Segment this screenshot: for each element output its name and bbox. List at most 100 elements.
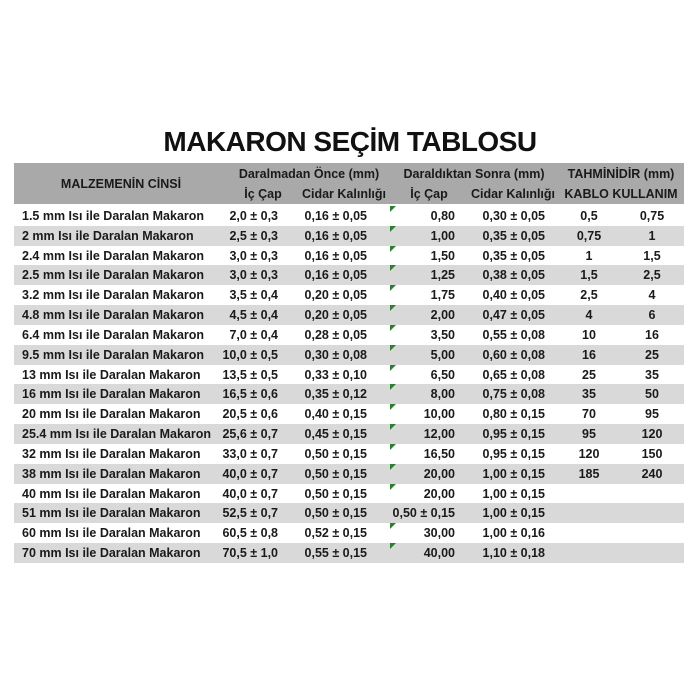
cell-ic-cap-after: 40,00 <box>390 543 468 563</box>
cell-kablo: 120 <box>578 446 600 461</box>
cell-kablo: 25 <box>582 367 596 382</box>
cell-cidar-before: 0,50 ± 0,15 <box>304 486 367 501</box>
cell-cidar-before: 0,40 ± 0,15 <box>304 407 367 422</box>
green-triangle-icon <box>390 225 396 232</box>
cell-kullanim: 50 <box>645 387 659 402</box>
cell-ic-cap-before: 40,0 ± 0,7 <box>222 466 278 481</box>
green-triangle-icon <box>390 245 396 252</box>
cell-cidar-after: 0,55 ± 0,08 <box>482 327 545 342</box>
cell-material: 13 mm Isı ile Daralan Makaron <box>22 367 201 382</box>
cell-kablo: 1 <box>585 248 593 263</box>
cell-cidar-after: 1,00 ± 0,15 <box>482 486 545 501</box>
cell-material: 16 mm Isı ile Daralan Makaron <box>22 387 201 402</box>
cell-cidar-before: 0,16 ± 0,05 <box>304 228 367 243</box>
header-ic-cap-before: İç Çap <box>244 187 282 201</box>
cell-cidar-before: 0,55 ± 0,15 <box>304 545 367 560</box>
cell-ic-cap-after: 1,25 <box>390 265 468 285</box>
cell-kablo: 0,75 <box>576 228 602 243</box>
cell-cidar-before: 0,16 ± 0,05 <box>304 268 367 283</box>
green-triangle-icon <box>390 523 396 530</box>
green-triangle-icon <box>390 324 396 331</box>
table-row: 16 mm Isı ile Daralan Makaron 16,5 ± 0,6… <box>14 384 684 405</box>
cell-ic-cap-before: 2,0 ± 0,3 <box>229 208 278 223</box>
cell-material: 9.5 mm Isı ile Daralan Makaron <box>22 347 205 362</box>
green-triangle-icon <box>390 305 396 312</box>
cell-material: 3.2 mm Isı ile Daralan Makaron <box>22 288 205 303</box>
header-group-after: Daraldıktan Sonra (mm) <box>403 166 545 181</box>
cell-cidar-after: 0,35 ± 0,05 <box>482 248 545 263</box>
cell-ic-cap-after: 30,00 <box>390 523 468 543</box>
header-material: MALZEMENİN CİNSİ <box>60 176 182 191</box>
green-triangle-icon <box>390 443 396 450</box>
cell-ic-cap-after: 12,00 <box>390 424 468 444</box>
cell-ic-cap-after: 3,50 <box>390 324 468 345</box>
cell-kullanim: 25 <box>645 347 659 362</box>
cell-cidar-after: 0,40 ± 0,05 <box>482 288 545 303</box>
cell-ic-cap-before: 2,5 ± 0,3 <box>229 228 278 243</box>
table-row: 60 mm Isı ile Daralan Makaron 60,5 ± 0,8… <box>14 523 684 543</box>
cell-cidar-before: 0,20 ± 0,05 <box>304 288 367 303</box>
header-kablo-kullanim: KABLO KULLANIM <box>564 187 678 201</box>
cell-kullanim: 35 <box>645 367 659 382</box>
cell-kullanim: 120 <box>641 427 663 442</box>
cell-kablo: 185 <box>578 466 600 481</box>
cell-ic-cap-after: 1,00 <box>390 225 468 246</box>
cell-ic-cap-after: 2,00 <box>390 305 468 325</box>
table-header: MALZEMENİN CİNSİ Daralmadan Önce (mm) Da… <box>14 163 684 204</box>
cell-cidar-after: 0,47 ± 0,05 <box>482 308 545 323</box>
cell-kablo <box>558 523 620 543</box>
table-row: 51 mm Isı ile Daralan Makaron 52,5 ± 0,7… <box>14 503 684 524</box>
cell-kablo: 2,5 <box>580 288 598 303</box>
cell-kullanim <box>620 543 684 563</box>
cell-ic-cap-before: 3,5 ± 0,4 <box>229 288 278 303</box>
cell-material: 32 mm Isı ile Daralan Makaron <box>22 446 201 461</box>
green-triangle-icon <box>390 543 396 550</box>
cell-ic-cap-after: 20,00 <box>390 483 468 504</box>
cell-kablo: 95 <box>582 427 596 442</box>
cell-ic-cap-after: 0,50 ± 0,15 <box>392 506 455 521</box>
cell-cidar-after: 0,30 ± 0,05 <box>482 208 545 223</box>
cell-cidar-after: 0,80 ± 0,15 <box>482 407 545 422</box>
table-row: 4.8 mm Isı ile Daralan Makaron 4,5 ± 0,4… <box>14 305 684 325</box>
cell-ic-cap-before: 40,0 ± 0,7 <box>222 486 278 501</box>
page-title: MAKARON SEÇİM TABLOSU <box>163 126 537 157</box>
cell-material: 70 mm Isı ile Daralan Makaron <box>22 545 201 560</box>
green-triangle-icon <box>390 364 396 371</box>
cell-ic-cap-after: 6,50 <box>390 364 468 385</box>
cell-cidar-before: 0,35 ± 0,12 <box>304 387 367 402</box>
cell-kablo <box>558 543 620 563</box>
green-triangle-icon <box>390 483 396 490</box>
table-row: 9.5 mm Isı ile Daralan Makaron 10,0 ± 0,… <box>14 344 684 365</box>
table-body: 1.5 mm Isı ile Daralan Makaron 2,0 ± 0,3… <box>14 206 684 563</box>
cell-cidar-after: 0,60 ± 0,08 <box>482 347 545 362</box>
cell-material: 2.4 mm Isı ile Daralan Makaron <box>22 248 205 263</box>
table-row: 40 mm Isı ile Daralan Makaron 40,0 ± 0,7… <box>14 483 684 504</box>
cell-ic-cap-before: 13,5 ± 0,5 <box>222 367 278 382</box>
cell-kablo: 1,5 <box>580 268 598 283</box>
cell-kablo: 70 <box>582 407 596 422</box>
table-row: 70 mm Isı ile Daralan Makaron 70,5 ± 1,0… <box>14 543 684 563</box>
green-triangle-icon <box>390 463 396 470</box>
cell-material: 20 mm Isı ile Daralan Makaron <box>22 407 201 422</box>
cell-cidar-before: 0,28 ± 0,05 <box>304 327 367 342</box>
green-triangle-icon <box>390 384 396 391</box>
cell-ic-cap-after: 16,50 <box>390 443 468 464</box>
table-row: 2.4 mm Isı ile Daralan Makaron 3,0 ± 0,3… <box>14 245 684 266</box>
cell-ic-cap-before: 20,5 ± 0,6 <box>222 407 278 422</box>
cell-ic-cap-after: 5,00 <box>390 344 468 365</box>
cell-cidar-after: 1,00 ± 0,15 <box>482 466 545 481</box>
selection-table: MALZEMENİN CİNSİ Daralmadan Önce (mm) Da… <box>14 163 684 563</box>
header-group-before: Daralmadan Önce (mm) <box>238 166 380 181</box>
cell-material: 6.4 mm Isı ile Daralan Makaron <box>22 327 205 342</box>
cell-ic-cap-before: 10,0 ± 0,5 <box>222 347 278 362</box>
cell-material: 38 mm Isı ile Daralan Makaron <box>22 466 201 481</box>
cell-cidar-after: 0,75 ± 0,08 <box>482 387 545 402</box>
cell-cidar-after: 0,65 ± 0,08 <box>482 367 545 382</box>
cell-cidar-after: 0,38 ± 0,05 <box>482 268 545 283</box>
cell-ic-cap-before: 25,6 ± 0,7 <box>222 427 278 442</box>
cell-cidar-before: 0,50 ± 0,15 <box>304 446 367 461</box>
cell-kablo: 10 <box>582 327 596 342</box>
cell-material: 60 mm Isı ile Daralan Makaron <box>22 526 201 541</box>
header-cidar-before: Cidar Kalınlığı <box>301 187 387 201</box>
cell-material: 51 mm Isı ile Daralan Makaron <box>22 506 201 521</box>
